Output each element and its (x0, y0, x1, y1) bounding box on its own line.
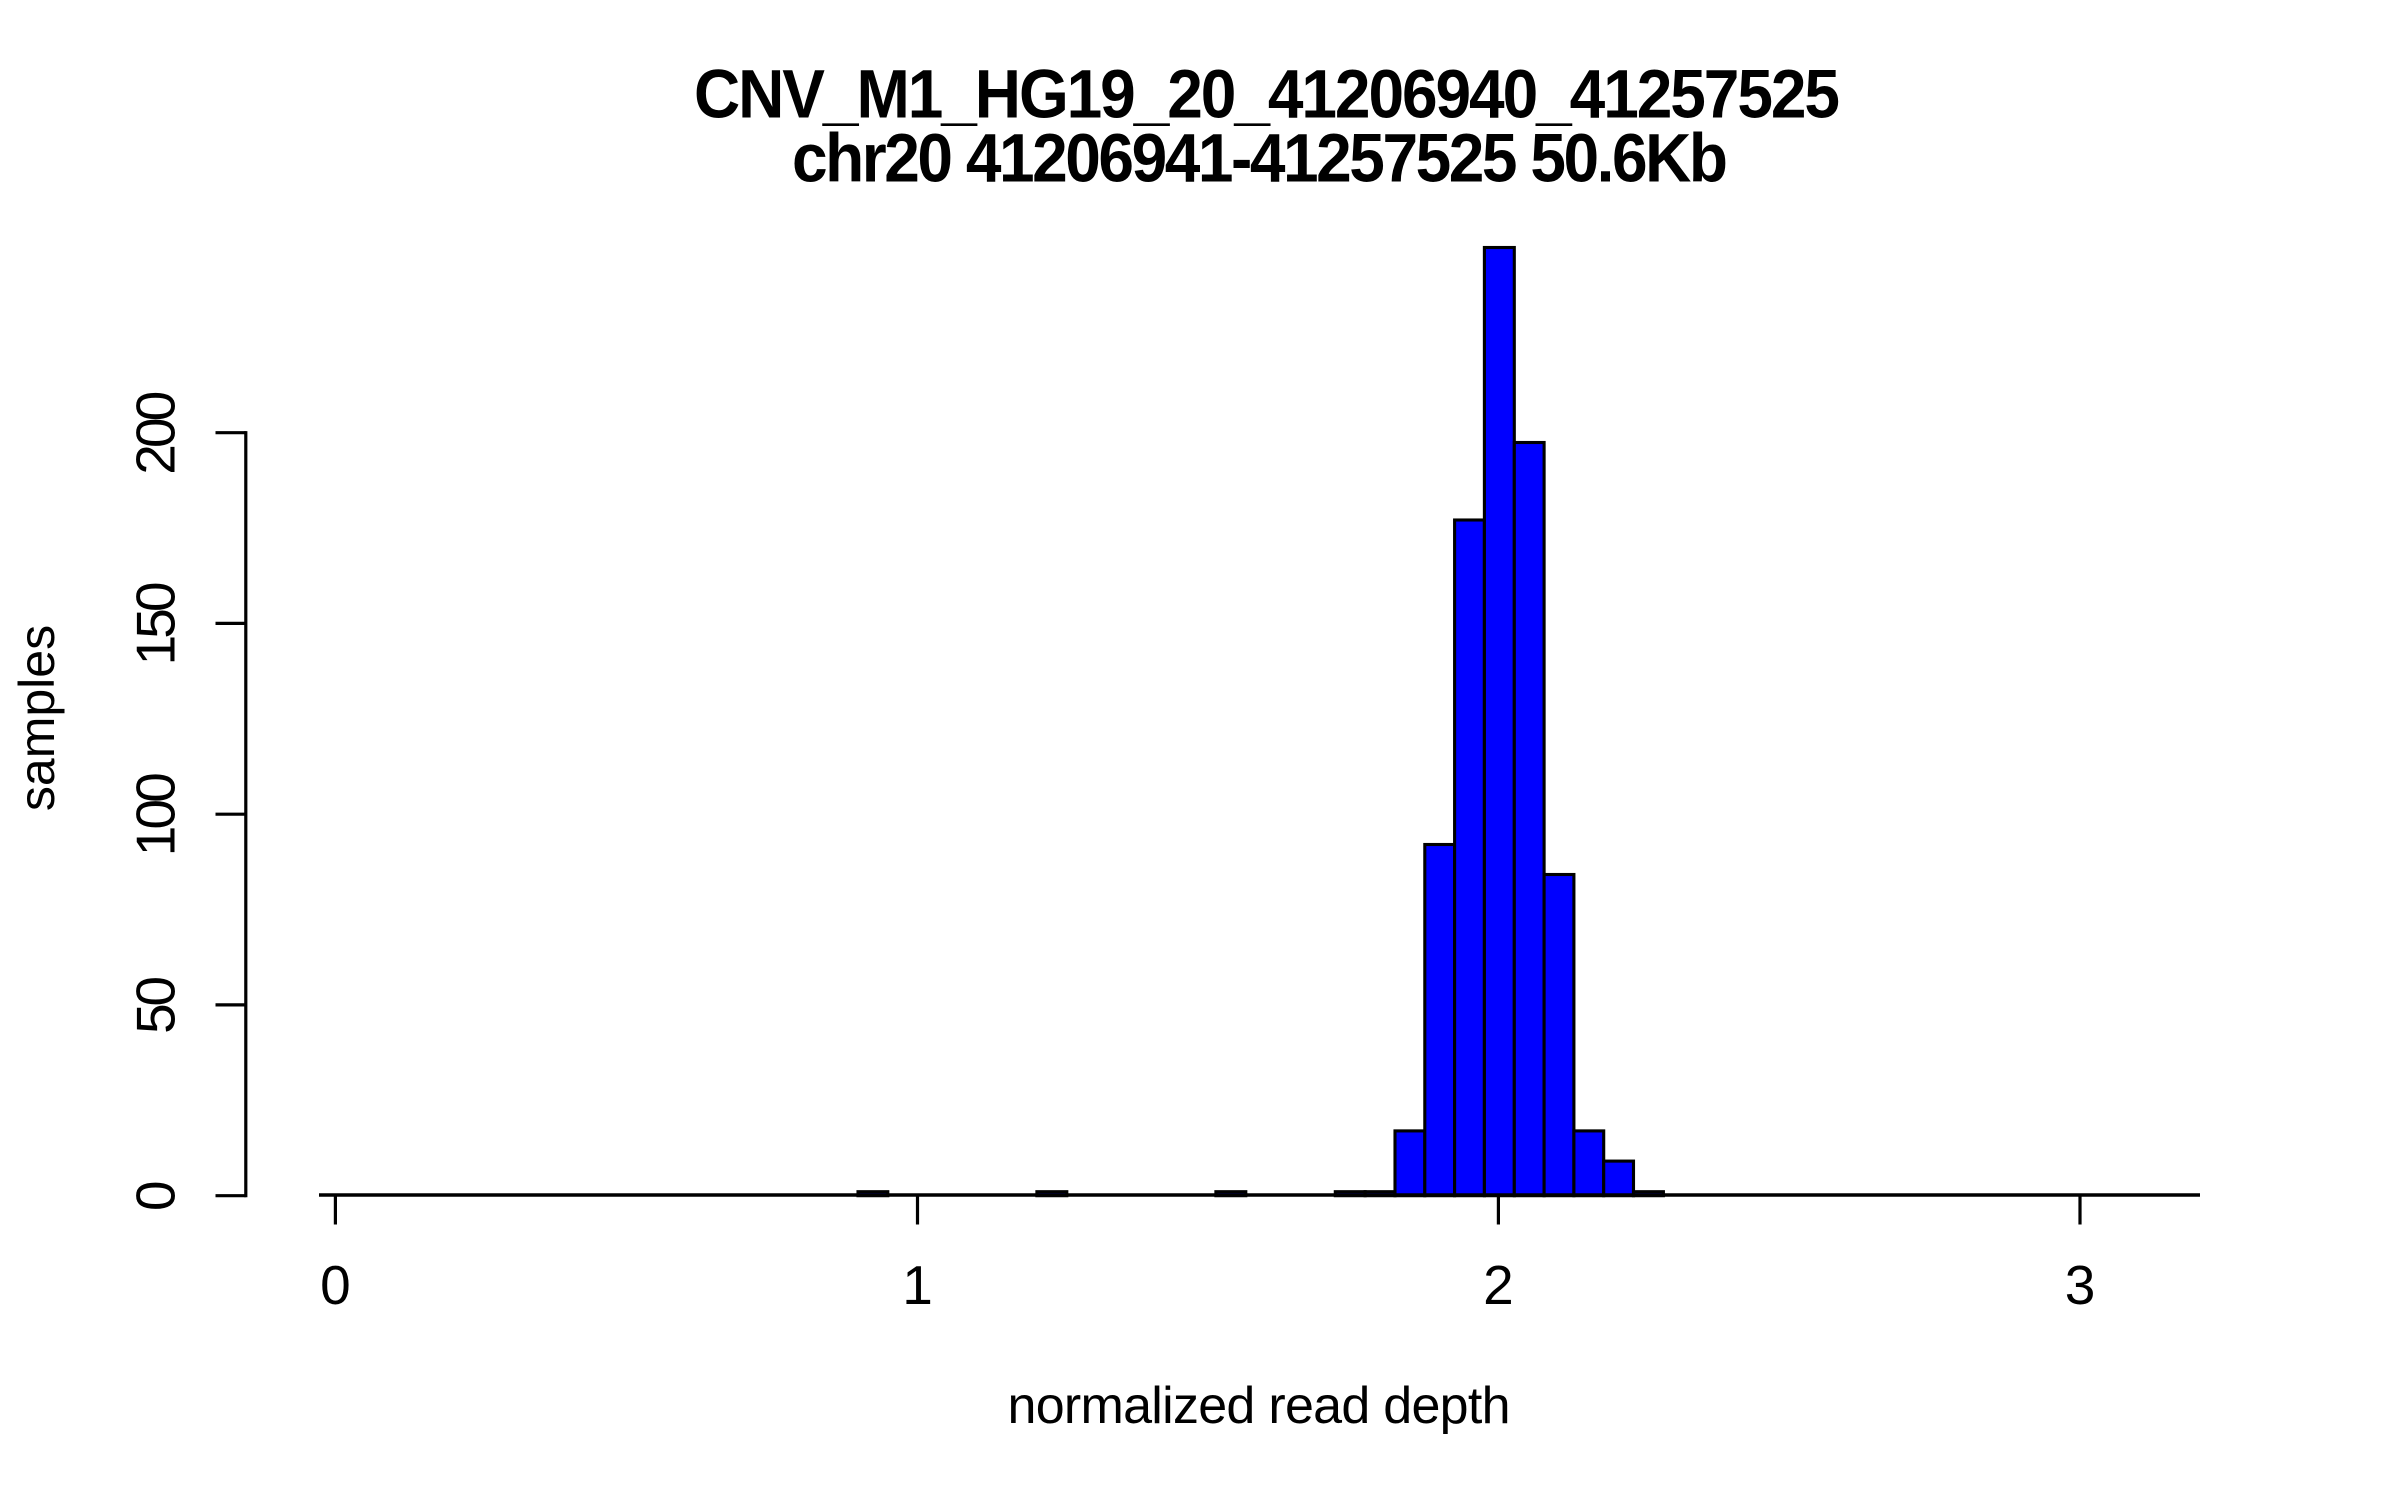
svg-text:1: 1 (902, 1254, 933, 1316)
svg-text:150: 150 (124, 581, 186, 665)
svg-text:200: 200 (124, 391, 186, 475)
svg-text:3: 3 (2065, 1254, 2096, 1316)
svg-text:0: 0 (320, 1254, 351, 1316)
svg-text:50: 50 (124, 976, 186, 1034)
svg-text:2: 2 (1483, 1254, 1514, 1316)
svg-text:chr20 41206941-41257525 50.6Kb: chr20 41206941-41257525 50.6Kb (792, 120, 1728, 196)
svg-text:normalized read depth: normalized read depth (1008, 1377, 1511, 1435)
svg-text:samples: samples (9, 625, 65, 811)
svg-text:CNV_M1_HG19_20_41206940_412575: CNV_M1_HG19_20_41206940_41257525 (694, 57, 1840, 133)
svg-text:100: 100 (124, 772, 186, 856)
svg-text:0: 0 (124, 1180, 186, 1211)
